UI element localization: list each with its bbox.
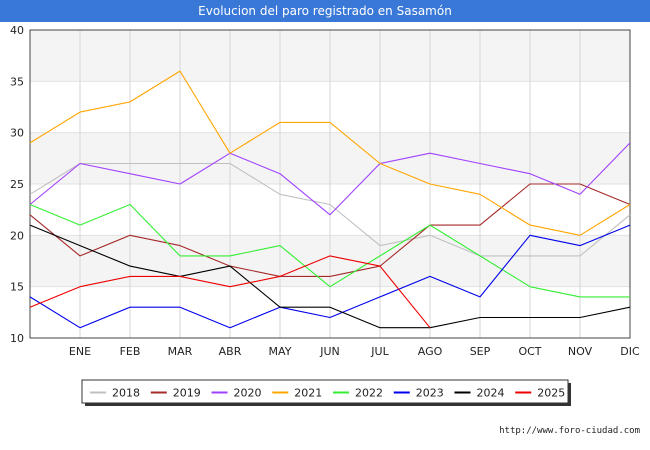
series-line-2019	[29, 183, 631, 277]
y-tick-label: 15	[10, 281, 24, 294]
x-tick-label: AGO	[418, 345, 443, 358]
series-line-2024	[29, 224, 631, 329]
legend-label-2021: 2021	[294, 387, 322, 400]
legend-label-2022: 2022	[355, 387, 383, 400]
y-tick-label: 10	[10, 332, 24, 345]
legend-box	[81, 379, 569, 404]
plot-frame	[29, 29, 631, 339]
x-tick-label: ABR	[219, 345, 242, 358]
x-tick-label: FEB	[120, 345, 141, 358]
series-line-2023	[29, 224, 631, 329]
series-line-2020	[29, 142, 631, 216]
x-tick-label: JUL	[370, 345, 389, 358]
legend-label-2020: 2020	[234, 387, 262, 400]
legend-label-2024: 2024	[477, 387, 505, 400]
y-tick-label: 35	[10, 75, 24, 88]
y-tick-label: 25	[10, 178, 24, 191]
x-tick-label: ENE	[69, 345, 91, 358]
series-line-2021	[29, 70, 631, 236]
legend-label-2025: 2025	[537, 387, 565, 400]
legend-label-2023: 2023	[416, 387, 444, 400]
x-tick-label: SEP	[470, 345, 491, 358]
y-tick-label: 40	[10, 24, 24, 37]
x-tick-label: MAY	[269, 345, 292, 358]
x-tick-label: OCT	[518, 345, 541, 358]
source-url[interactable]: http://www.foro-ciudad.com	[499, 426, 640, 436]
y-tick-label: 30	[10, 127, 24, 140]
x-tick-label: DIC	[620, 345, 640, 358]
x-tick-label: NOV	[568, 345, 593, 358]
x-tick-label: MAR	[168, 345, 193, 358]
series-line-2022	[29, 203, 630, 298]
chart-title: Evolucion del paro registrado en Sasamón	[0, 0, 650, 22]
series-line-2025	[29, 255, 431, 329]
x-tick-label: JUN	[319, 345, 340, 358]
legend-label-2018: 2018	[112, 387, 140, 400]
series-line-2018	[29, 162, 631, 257]
legend-label-2019: 2019	[173, 387, 201, 400]
y-tick-label: 20	[10, 229, 24, 242]
